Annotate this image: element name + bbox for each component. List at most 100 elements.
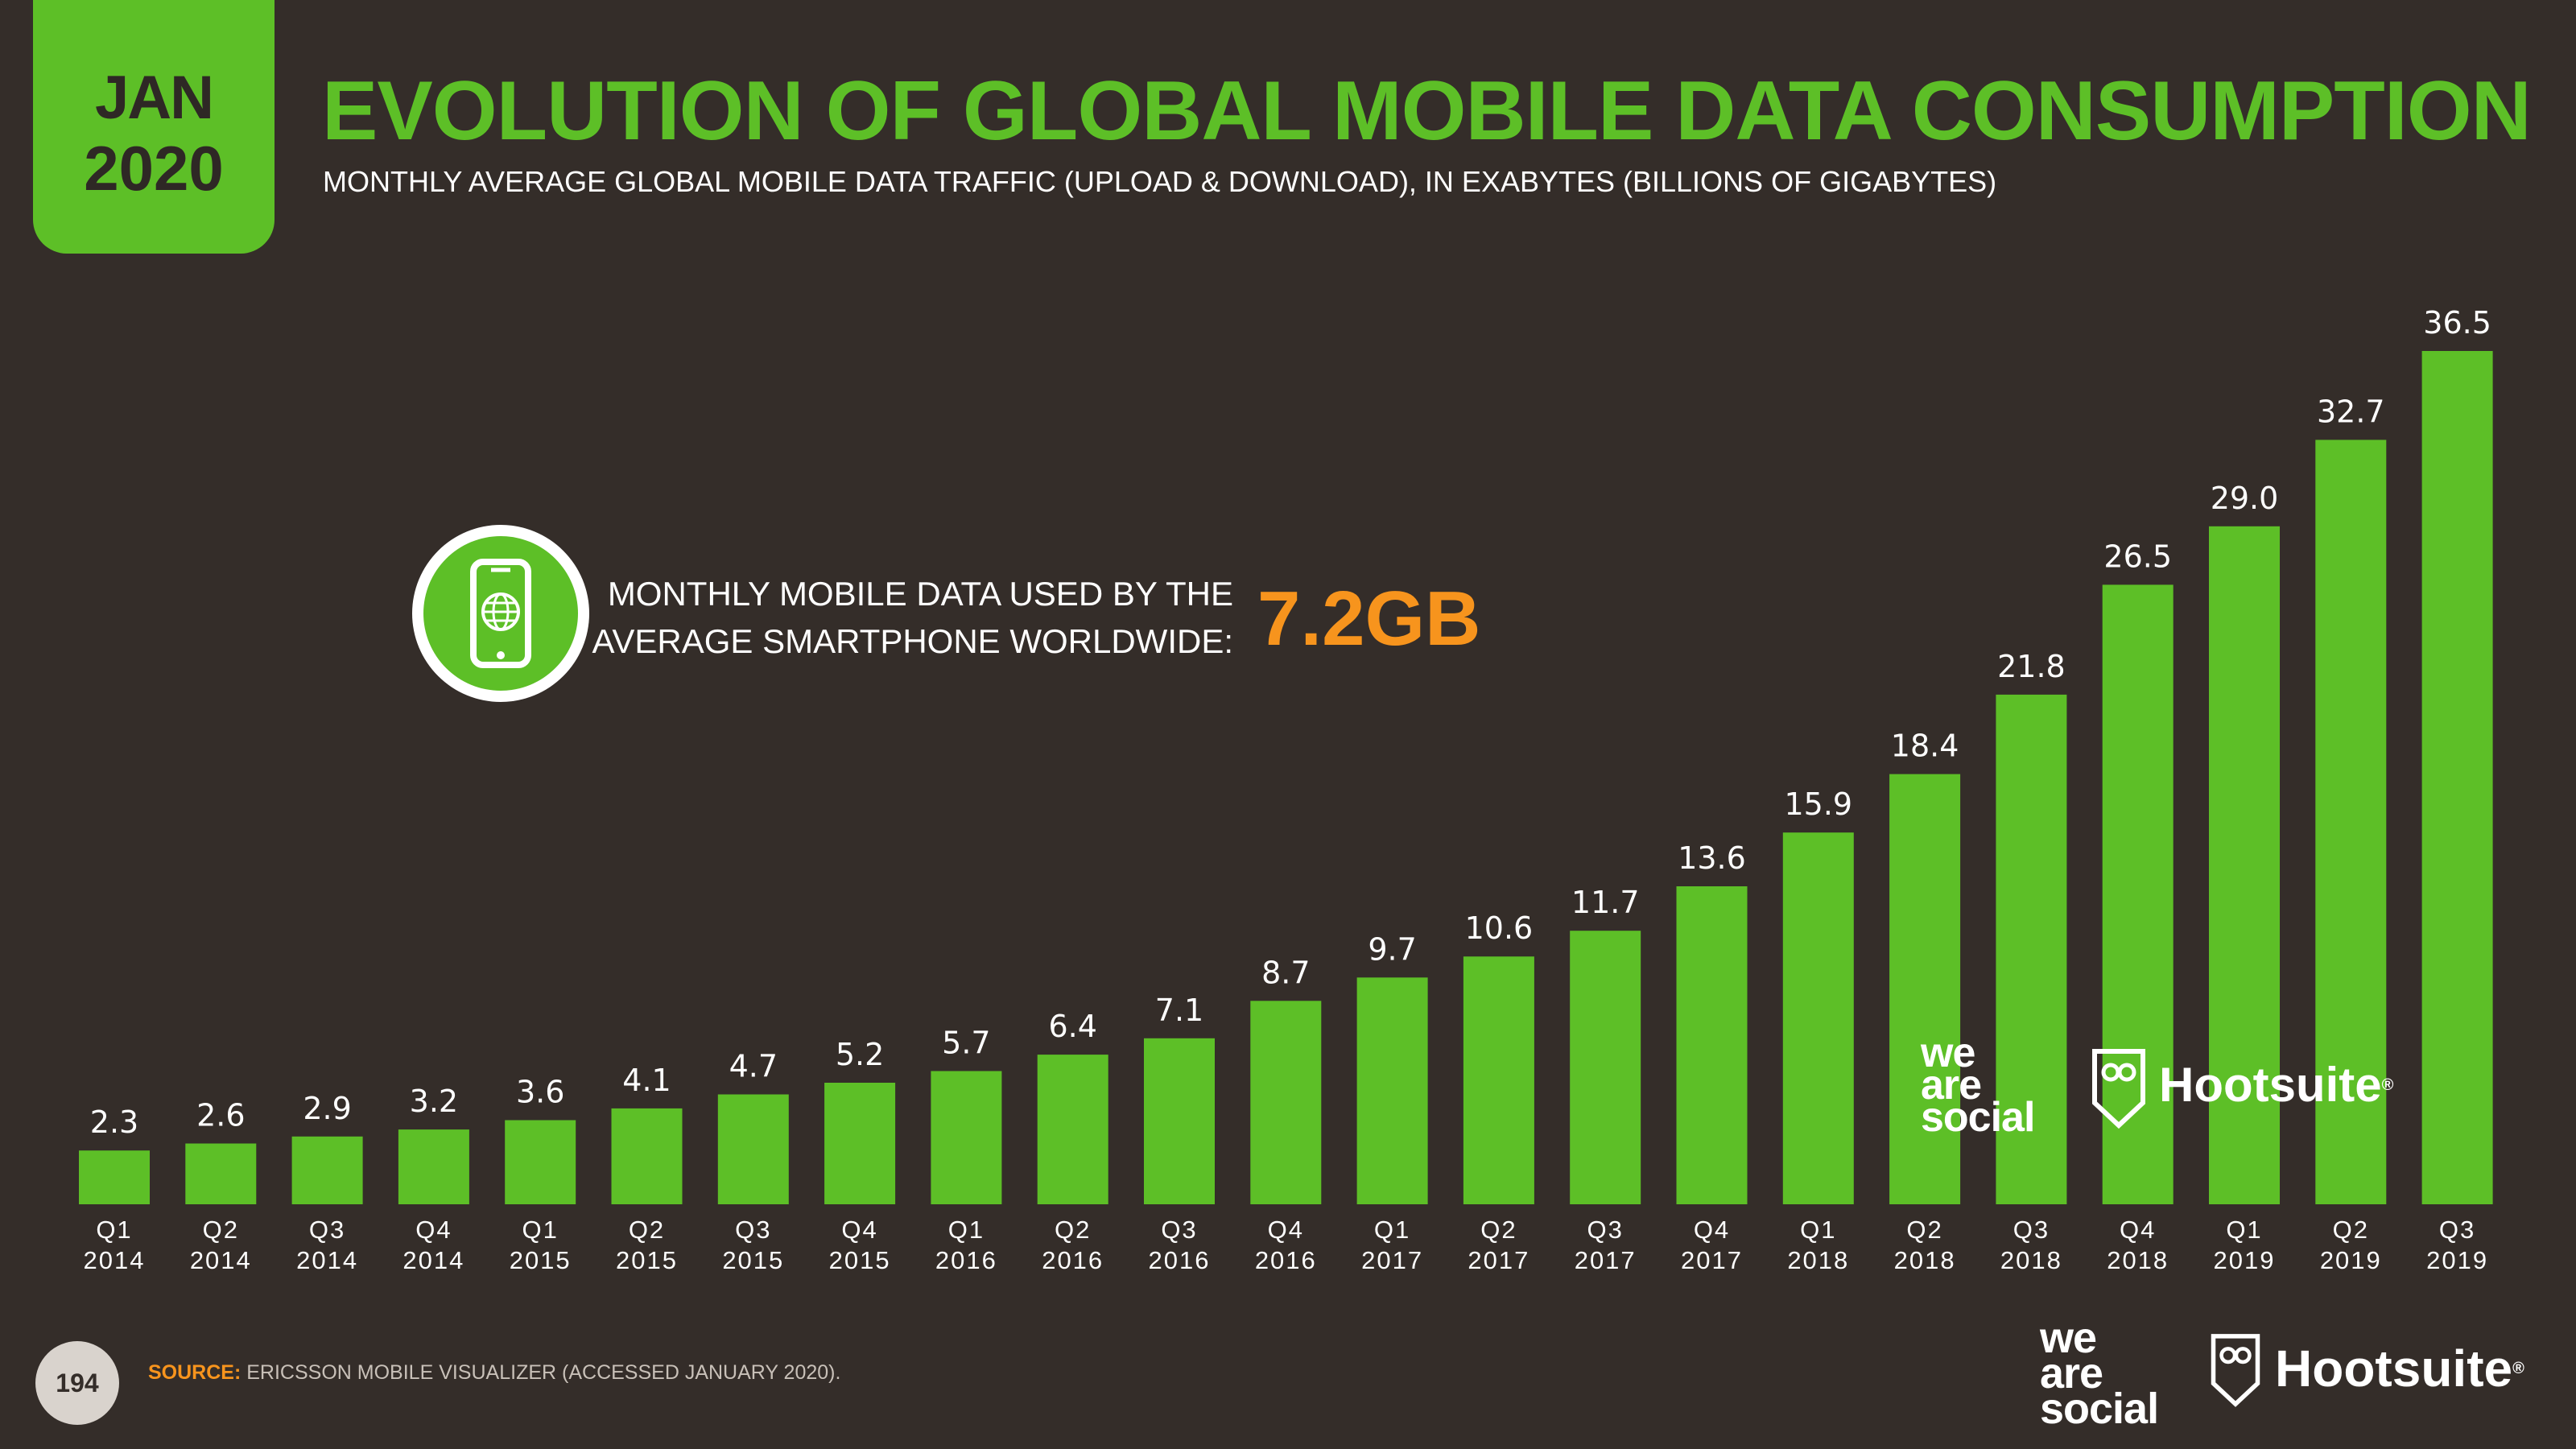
bar-q2-2018 <box>1889 774 1961 1204</box>
bar-q3-2014 <box>291 1136 363 1204</box>
x-tick-year: 2016 <box>1255 1246 1317 1274</box>
data-label: 3.2 <box>410 1084 458 1119</box>
x-tick-quarter: Q3 <box>735 1216 771 1244</box>
bar-q1-2017 <box>1356 977 1428 1204</box>
x-tick-quarter: Q4 <box>1694 1216 1730 1244</box>
x-tick-quarter: Q3 <box>309 1216 345 1244</box>
callout-line-1: MONTHLY MOBILE DATA USED BY THE <box>607 575 1233 613</box>
bar-q1-2018 <box>1782 832 1854 1204</box>
data-label: 5.7 <box>942 1026 990 1061</box>
badge-year: 2020 <box>84 133 224 204</box>
hootsuite-logo-chart: Hootsuite® <box>2090 1048 2428 1129</box>
bar-q4-2015 <box>824 1083 896 1204</box>
page-subtitle: MONTHLY AVERAGE GLOBAL MOBILE DATA TRAFF… <box>323 165 1997 198</box>
data-label: 18.4 <box>1891 729 1959 764</box>
callout-value: 7.2GB <box>1257 576 1481 662</box>
data-label: 11.7 <box>1571 885 1640 920</box>
owl-icon <box>2211 1334 2260 1407</box>
bar-q4-2014 <box>398 1129 469 1204</box>
bar-q1-2015 <box>505 1120 576 1204</box>
page-title: EVOLUTION OF GLOBAL MOBILE DATA CONSUMPT… <box>322 64 2532 158</box>
wearesocial-logo-chart: we are social <box>1921 1030 2035 1141</box>
x-tick-year: 2016 <box>935 1246 997 1274</box>
bar-q3-2017 <box>1570 931 1641 1204</box>
x-tick-year: 2015 <box>616 1246 678 1274</box>
bar-q4-2018 <box>2102 584 2174 1204</box>
data-label: 10.6 <box>1465 910 1534 946</box>
data-label: 2.3 <box>90 1104 138 1140</box>
x-tick-year: 2018 <box>2000 1246 2062 1274</box>
x-tick-quarter: Q1 <box>96 1216 132 1244</box>
x-tick-year: 2018 <box>2107 1246 2169 1274</box>
x-tick-year: 2015 <box>829 1246 891 1274</box>
x-tick-quarter: Q4 <box>1268 1216 1304 1244</box>
bar-q1-2014 <box>79 1150 150 1204</box>
x-tick-year: 2014 <box>190 1246 252 1274</box>
x-tick-year: 2017 <box>1575 1246 1637 1274</box>
date-badge: JAN 2020 <box>33 0 275 254</box>
x-tick-quarter: Q2 <box>629 1216 665 1244</box>
data-label: 26.5 <box>2103 539 2172 574</box>
x-tick-quarter: Q2 <box>2333 1216 2369 1244</box>
source-label: SOURCE: <box>148 1361 242 1384</box>
x-tick-year: 2017 <box>1681 1246 1743 1274</box>
bar-q4-2016 <box>1250 1001 1322 1204</box>
hootsuite-logo-footer: Hootsuite® <box>2209 1331 2547 1412</box>
bar-q4-2017 <box>1676 886 1748 1204</box>
data-label: 3.6 <box>516 1075 564 1110</box>
data-label: 13.6 <box>1678 840 1746 876</box>
bar-q2-2016 <box>1037 1055 1108 1204</box>
data-label: 4.7 <box>729 1049 778 1084</box>
data-label: 2.9 <box>303 1091 351 1126</box>
page-number: 194 <box>35 1341 119 1425</box>
x-tick-year: 2014 <box>402 1246 464 1274</box>
x-tick-year: 2019 <box>2214 1246 2276 1274</box>
data-label: 2.6 <box>196 1098 245 1133</box>
bar-q2-2015 <box>611 1108 683 1204</box>
x-tick-quarter: Q2 <box>1906 1216 1942 1244</box>
x-tick-year: 2018 <box>1787 1246 1849 1274</box>
x-tick-quarter: Q1 <box>2226 1216 2262 1244</box>
data-label: 21.8 <box>1997 649 2066 684</box>
bar-q2-2014 <box>185 1143 257 1204</box>
data-label: 5.2 <box>836 1037 884 1072</box>
x-tick-quarter: Q2 <box>203 1216 239 1244</box>
data-label: 32.7 <box>2317 394 2385 429</box>
bar-q2-2017 <box>1463 956 1534 1204</box>
bar-q2-2019 <box>2315 440 2387 1204</box>
data-label: 9.7 <box>1368 931 1416 967</box>
x-tick-year: 2014 <box>84 1246 146 1274</box>
x-tick-quarter: Q3 <box>2013 1216 2050 1244</box>
bar-q3-2016 <box>1144 1038 1215 1204</box>
data-label: 36.5 <box>2423 305 2491 341</box>
x-tick-quarter: Q4 <box>415 1216 452 1244</box>
x-tick-quarter: Q2 <box>1055 1216 1091 1244</box>
x-tick-quarter: Q4 <box>841 1216 877 1244</box>
x-tick-year: 2015 <box>722 1246 784 1274</box>
x-tick-quarter: Q3 <box>1587 1216 1624 1244</box>
bar-q3-2018 <box>1996 694 2067 1204</box>
x-tick-year: 2019 <box>2320 1246 2382 1274</box>
x-tick-quarter: Q2 <box>1480 1216 1517 1244</box>
bar-q3-2019 <box>2421 351 2493 1204</box>
x-tick-quarter: Q1 <box>948 1216 985 1244</box>
data-label: 7.1 <box>1155 993 1203 1028</box>
bar-q1-2019 <box>2209 526 2280 1204</box>
x-tick-quarter: Q1 <box>1374 1216 1410 1244</box>
callout-text: MONTHLY MOBILE DATA USED BY THE AVERAGE … <box>580 570 1233 665</box>
x-tick-year: 2015 <box>510 1246 572 1274</box>
x-tick-year: 2014 <box>296 1246 358 1274</box>
x-tick-year: 2018 <box>1894 1246 1956 1274</box>
bar-q3-2015 <box>717 1094 789 1204</box>
x-tick-year: 2019 <box>2426 1246 2488 1274</box>
data-label: 15.9 <box>1784 786 1852 822</box>
source-note: SOURCE: ERICSSON MOBILE VISUALIZER (ACCE… <box>148 1360 840 1385</box>
badge-month: JAN <box>94 64 214 132</box>
x-tick-year: 2016 <box>1042 1246 1104 1274</box>
owl-icon <box>2092 1049 2145 1129</box>
wearesocial-logo-footer: we are social <box>2040 1314 2159 1433</box>
x-tick-quarter: Q1 <box>1800 1216 1836 1244</box>
x-tick-year: 2016 <box>1149 1246 1211 1274</box>
data-label: 8.7 <box>1261 955 1310 990</box>
